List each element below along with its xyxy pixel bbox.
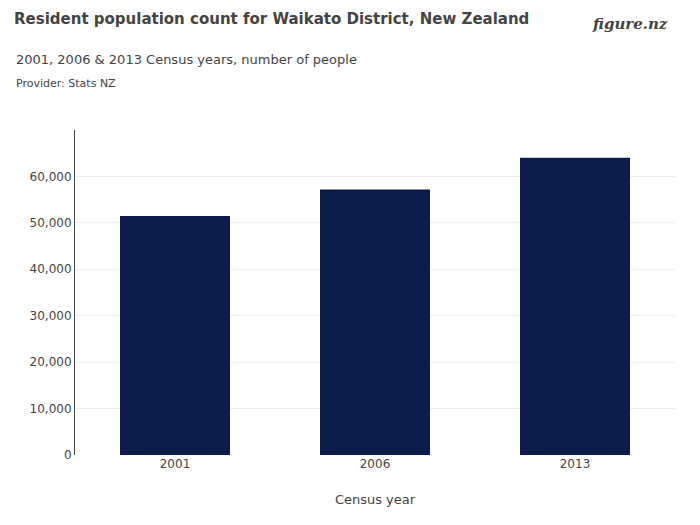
svg-text:0: 0 — [64, 448, 72, 462]
svg-text:Resident population count for: Resident population count for Waikato Di… — [14, 10, 529, 28]
svg-text:40,000: 40,000 — [30, 262, 72, 276]
svg-text:30,000: 30,000 — [30, 309, 72, 323]
svg-text:2001: 2001 — [160, 457, 191, 471]
svg-text:2001, 2006 & 2013 Census years: 2001, 2006 & 2013 Census years, number o… — [16, 52, 357, 67]
svg-text:20,000: 20,000 — [30, 355, 72, 369]
svg-text:figure.nz: figure.nz — [592, 15, 668, 33]
svg-text:50,000: 50,000 — [30, 216, 72, 230]
svg-text:Provider: Stats NZ: Provider: Stats NZ — [16, 77, 116, 90]
svg-text:2013: 2013 — [560, 457, 591, 471]
svg-text:2006: 2006 — [360, 457, 391, 471]
svg-text:60,000: 60,000 — [30, 170, 72, 184]
svg-text:Census year: Census year — [335, 492, 416, 507]
svg-text:10,000: 10,000 — [30, 402, 72, 416]
